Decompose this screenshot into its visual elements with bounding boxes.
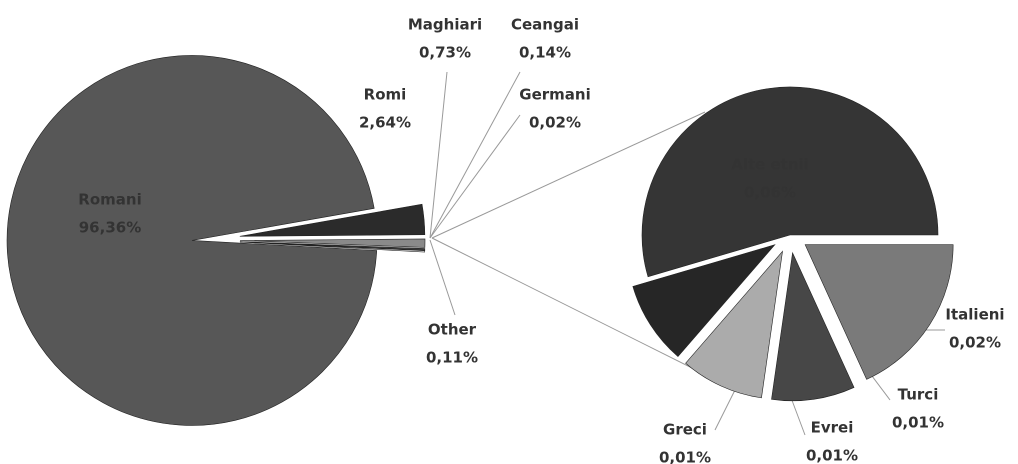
leader-line bbox=[789, 394, 806, 436]
connectors bbox=[429, 71, 945, 436]
slice-value-label: 2,64% bbox=[359, 114, 411, 132]
pie-slice bbox=[6, 55, 378, 426]
slice-label: Italieni bbox=[945, 306, 1004, 324]
slice-value-label: 0,11% bbox=[426, 349, 478, 367]
leader-line bbox=[714, 389, 736, 431]
slice-value-label: 0,02% bbox=[949, 334, 1001, 352]
connector-line bbox=[431, 111, 706, 239]
slice-label: Romani bbox=[78, 191, 141, 209]
slice-value-label: 0,01% bbox=[659, 449, 711, 464]
slice-label: Germani bbox=[519, 86, 590, 104]
pie-slice bbox=[239, 241, 426, 253]
pie-slice bbox=[641, 86, 939, 278]
pie-slice bbox=[771, 251, 855, 402]
slice-label: Evrei bbox=[811, 419, 854, 437]
slice-value-label: 0,06% bbox=[744, 184, 796, 202]
slice-value-label: 0,01% bbox=[806, 447, 858, 464]
slice-label: Alte etnii bbox=[731, 156, 809, 174]
connector-line bbox=[431, 237, 713, 379]
pie-slice bbox=[632, 244, 776, 358]
pie-slice bbox=[685, 250, 783, 399]
slice-label: Maghiari bbox=[408, 16, 482, 34]
leader-line bbox=[429, 239, 456, 316]
slice-value-label: 0,02% bbox=[529, 114, 581, 132]
slice-label: Turci bbox=[898, 386, 939, 404]
pie-slice bbox=[804, 244, 954, 380]
slice-value-label: 0,73% bbox=[419, 44, 471, 62]
slice-label: Other bbox=[428, 321, 477, 339]
leader-line bbox=[429, 71, 448, 239]
leader-line bbox=[429, 114, 521, 239]
slice-value-label: 0,01% bbox=[892, 414, 944, 432]
slice-label: Greci bbox=[663, 421, 707, 439]
pie-slice bbox=[239, 203, 426, 237]
slice-value-label: 96,36% bbox=[79, 219, 141, 237]
leader-line bbox=[429, 71, 521, 239]
slice-value-label: 0,14% bbox=[519, 44, 571, 62]
slice-label: Ceangai bbox=[511, 16, 579, 34]
slice-label: Romi bbox=[364, 86, 407, 104]
pie-slice bbox=[239, 238, 426, 248]
